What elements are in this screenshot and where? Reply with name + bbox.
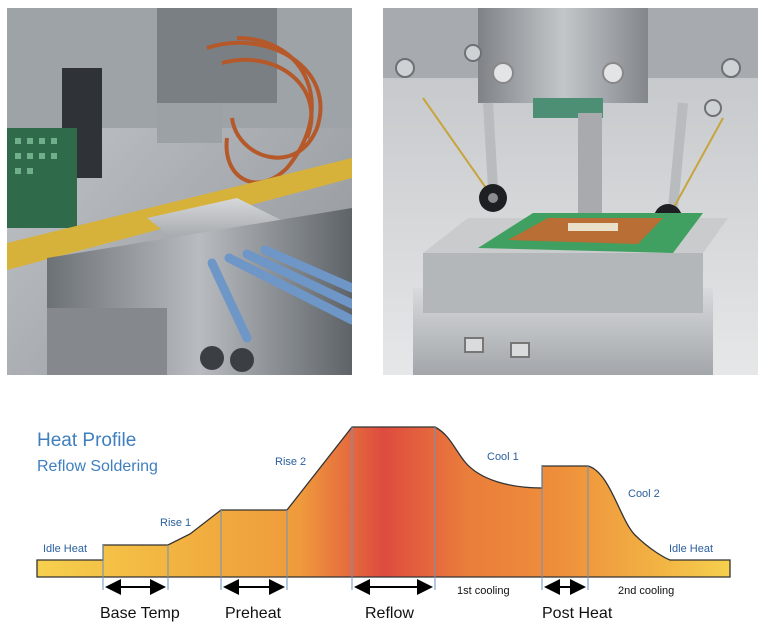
diagram-subtitle: Reflow Soldering	[37, 458, 158, 475]
heat-profile-diagram: Heat Profile Reflow Soldering Idle Heat …	[36, 426, 731, 622]
label-idle-heat-right: Idle Heat	[669, 543, 713, 555]
phase-post-heat: Post Heat	[542, 605, 613, 622]
photo-hotbar-flex-soldering	[383, 8, 758, 375]
photo-hotbar-wire-soldering	[7, 8, 352, 375]
phase-first-cooling: 1st cooling	[457, 585, 510, 597]
label-cool-1: Cool 1	[487, 451, 519, 463]
heat-profile-shape	[36, 426, 731, 578]
phase-base-temp: Base Temp	[100, 605, 180, 622]
label-cool-2: Cool 2	[628, 488, 660, 500]
phase-dividers	[102, 427, 589, 590]
phase-reflow: Reflow	[365, 605, 414, 622]
label-rise-2: Rise 2	[275, 456, 306, 468]
phase-preheat: Preheat	[225, 605, 282, 622]
phase-second-cooling: 2nd cooling	[618, 585, 674, 597]
label-idle-heat-left: Idle Heat	[43, 543, 87, 555]
diagram-title: Heat Profile	[37, 430, 136, 451]
label-rise-1: Rise 1	[160, 517, 191, 529]
